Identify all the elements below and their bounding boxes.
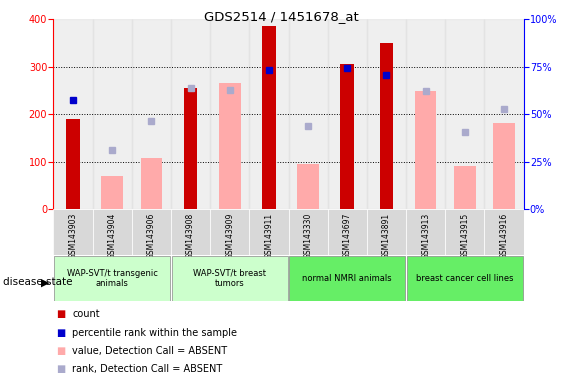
Bar (328, 19, 367, 209)
FancyBboxPatch shape (249, 209, 288, 255)
FancyBboxPatch shape (445, 209, 484, 255)
Text: ■: ■ (56, 346, 65, 356)
FancyBboxPatch shape (406, 209, 445, 255)
Text: disease state: disease state (3, 277, 72, 287)
Bar (379, 43, 394, 209)
Bar (171, 19, 210, 209)
Bar (406, 19, 445, 209)
Bar (210, 19, 249, 209)
Text: breast cancer cell lines: breast cancer cell lines (416, 274, 513, 283)
FancyBboxPatch shape (172, 256, 288, 301)
Bar (66, 119, 80, 209)
Text: GSM143908: GSM143908 (186, 213, 195, 259)
Text: GSM143903: GSM143903 (69, 213, 78, 259)
Text: ▶: ▶ (41, 277, 49, 287)
FancyBboxPatch shape (132, 209, 171, 255)
Bar (141, 158, 162, 209)
Bar (454, 166, 476, 209)
FancyBboxPatch shape (54, 256, 170, 301)
Bar (262, 26, 276, 209)
Text: WAP-SVT/t breast
tumors: WAP-SVT/t breast tumors (193, 269, 266, 288)
Bar (132, 19, 171, 209)
FancyBboxPatch shape (484, 209, 524, 255)
Text: GSM143904: GSM143904 (108, 213, 117, 259)
Bar (297, 164, 319, 209)
Bar (493, 123, 515, 209)
Text: WAP-SVT/t transgenic
animals: WAP-SVT/t transgenic animals (67, 269, 158, 288)
FancyBboxPatch shape (210, 209, 249, 255)
Bar (288, 19, 328, 209)
Bar (341, 65, 354, 209)
Bar (249, 19, 288, 209)
Text: GDS2514 / 1451678_at: GDS2514 / 1451678_at (204, 10, 359, 23)
Bar (415, 91, 436, 209)
Bar (445, 19, 484, 209)
Text: GSM143916: GSM143916 (499, 213, 508, 259)
FancyBboxPatch shape (288, 209, 328, 255)
Bar (101, 176, 123, 209)
Bar (219, 83, 240, 209)
Bar (93, 19, 132, 209)
FancyBboxPatch shape (171, 209, 210, 255)
Text: GSM143913: GSM143913 (421, 213, 430, 259)
Text: GSM143330: GSM143330 (303, 213, 312, 259)
Text: GSM143697: GSM143697 (343, 213, 352, 259)
Text: GSM143915: GSM143915 (461, 213, 470, 259)
Bar (53, 19, 93, 209)
Text: ■: ■ (56, 328, 65, 338)
Text: percentile rank within the sample: percentile rank within the sample (72, 328, 237, 338)
Text: GSM143911: GSM143911 (265, 213, 274, 259)
Bar (184, 88, 198, 209)
FancyBboxPatch shape (289, 256, 405, 301)
Text: normal NMRI animals: normal NMRI animals (302, 274, 392, 283)
FancyBboxPatch shape (407, 256, 523, 301)
Text: GSM143906: GSM143906 (147, 213, 156, 259)
Text: GSM143909: GSM143909 (225, 213, 234, 259)
Bar (484, 19, 524, 209)
Text: value, Detection Call = ABSENT: value, Detection Call = ABSENT (72, 346, 227, 356)
Text: ■: ■ (56, 309, 65, 319)
Text: ■: ■ (56, 364, 65, 374)
FancyBboxPatch shape (367, 209, 406, 255)
Text: count: count (72, 309, 100, 319)
FancyBboxPatch shape (328, 209, 367, 255)
Bar (367, 19, 406, 209)
FancyBboxPatch shape (53, 209, 93, 255)
Text: GSM143891: GSM143891 (382, 213, 391, 259)
Text: rank, Detection Call = ABSENT: rank, Detection Call = ABSENT (72, 364, 222, 374)
FancyBboxPatch shape (93, 209, 132, 255)
